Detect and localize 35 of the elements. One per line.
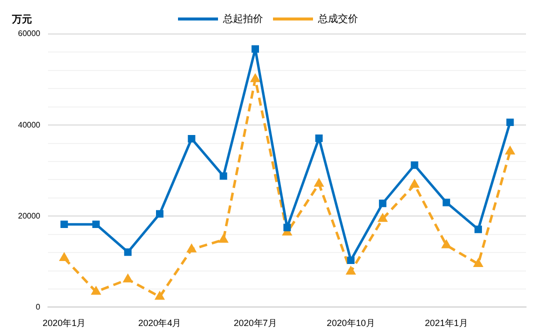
point [155, 292, 164, 300]
point [442, 198, 450, 206]
point [156, 210, 164, 218]
y-tick-label: 40000 [18, 120, 41, 130]
point [188, 135, 196, 142]
legend-label: 总起拍价 [222, 12, 263, 25]
point [474, 259, 483, 267]
point [346, 266, 356, 275]
point [124, 248, 132, 256]
point [252, 45, 259, 53]
x-tick-label: 2020年10月 [326, 318, 375, 328]
point [60, 220, 68, 228]
point [315, 134, 323, 142]
point [506, 118, 514, 126]
y-tick-label: 60000 [18, 29, 41, 38]
point [92, 220, 100, 228]
point [60, 253, 68, 262]
point [250, 74, 260, 82]
point [347, 256, 355, 264]
y-tick-label: 0 [36, 302, 41, 312]
x-tick-label: 2021年1月 [424, 318, 468, 328]
x-tick-label: 2020年4月 [138, 318, 182, 328]
point [410, 161, 418, 169]
point [220, 172, 228, 180]
legend-label: 总成交价 [317, 12, 358, 25]
point [283, 224, 291, 232]
x-tick-label: 2020年7月 [234, 318, 277, 328]
x-tick-label: 2020年1月 [42, 318, 86, 328]
point [378, 200, 386, 208]
y-axis-title: 万元 [11, 14, 32, 26]
y-tick-label: 20000 [18, 211, 41, 220]
point [474, 226, 482, 234]
point [410, 180, 419, 188]
point [506, 146, 514, 154]
point [92, 286, 100, 295]
